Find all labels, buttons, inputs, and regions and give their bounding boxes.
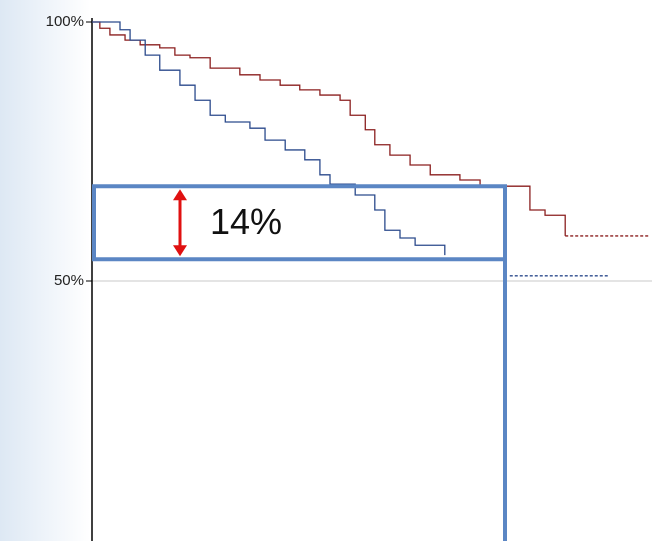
y-tick-label: 50% (54, 272, 84, 289)
annotation-label: 14% (210, 201, 282, 242)
survival-curve (92, 21, 566, 236)
background-strip (0, 0, 90, 541)
y-tick-label: 100% (46, 13, 84, 30)
arrow-head (173, 189, 187, 201)
arrow-head (173, 245, 187, 257)
survival-curve (92, 21, 446, 256)
